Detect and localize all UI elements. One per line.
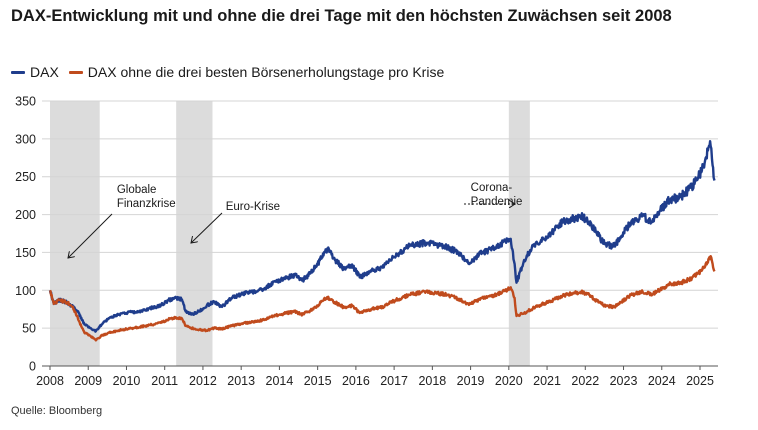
gridlines [42, 100, 718, 329]
x-tick-label-2014: 2014 [266, 374, 294, 388]
annotation-corona-line-1: Pandemie [471, 196, 523, 208]
crisis-bands [50, 101, 530, 366]
y-tick-label-50: 50 [22, 322, 36, 336]
x-tick-label-2012: 2012 [189, 374, 217, 388]
annotations: Globale Finanzkrise Euro-Krise Corona- Pande… [68, 182, 522, 258]
x-tick-label-2022: 2022 [571, 374, 599, 388]
y-tick-label-200: 200 [15, 208, 36, 222]
y-tick-label-100: 100 [15, 284, 36, 298]
y-tick-label-350: 350 [15, 95, 36, 109]
line-chart: 0 50 100 150 200 250 300 350 2008 2009 2010 2011 201… [15, 95, 718, 388]
x-tick-label-2013: 2013 [227, 374, 255, 388]
y-tick-label-0: 0 [29, 360, 36, 374]
annotation-finanzkrise-line-0: Globale [117, 184, 157, 196]
annotation-eurokrise-arrow [191, 212, 223, 243]
x-tick-label-2023: 2023 [610, 374, 638, 388]
crisis-band-1 [176, 101, 213, 366]
x-tick-label-2008: 2008 [36, 374, 64, 388]
axes: 0 50 100 150 200 250 300 350 2008 2009 2010 2011 201… [15, 95, 718, 388]
legend-label-dax-ohne: DAX ohne die drei besten Börsenerholungs… [87, 64, 445, 80]
x-tick-label-2025: 2025 [686, 374, 714, 388]
x-tick-label-2009: 2009 [74, 374, 102, 388]
x-tick-label-2016: 2016 [342, 374, 370, 388]
source-note: Quelle: Bloomberg [11, 405, 103, 417]
legend: DAX DAX ohne die drei besten Börsenerhol… [11, 62, 454, 82]
legend-swatch-dax-ohne [68, 70, 83, 74]
legend-item-dax: DAX [11, 64, 59, 80]
y-tick-label-250: 250 [15, 170, 36, 184]
x-tick-label-2017: 2017 [380, 374, 408, 388]
crisis-band-2 [508, 101, 530, 366]
x-tick-label-2018: 2018 [418, 374, 446, 388]
legend-item-dax-ohne: DAX ohne die drei besten Börsenerholungs… [68, 64, 445, 80]
y-tick-label-150: 150 [15, 246, 36, 260]
chart-title: DAX-Entwicklung mit und ohne die drei Ta… [11, 7, 672, 25]
x-tick-label-2024: 2024 [648, 374, 676, 388]
legend-swatch-dax [11, 70, 25, 74]
annotation-eurokrise-label: Euro-Krise [226, 201, 280, 213]
x-tick-label-2010: 2010 [113, 374, 141, 388]
series-line-0 [48, 140, 716, 333]
crisis-band-0 [50, 101, 100, 366]
y-tick-label-300: 300 [15, 132, 36, 146]
legend-label-dax: DAX [30, 64, 59, 80]
series-lines [48, 140, 716, 342]
x-tick-label-2011: 2011 [151, 374, 178, 388]
x-tick-label-2021: 2021 [533, 374, 561, 388]
x-tick-label-2020: 2020 [495, 374, 523, 388]
annotation-finanzkrise-arrow [68, 213, 113, 258]
x-tick-label-2015: 2015 [304, 374, 332, 388]
annotation-finanzkrise-line-1: Finanzkrise [117, 198, 176, 210]
x-tick-label-2019: 2019 [457, 374, 485, 388]
series-line-1 [48, 255, 716, 342]
annotation-corona-line-0: Corona- [471, 182, 513, 194]
